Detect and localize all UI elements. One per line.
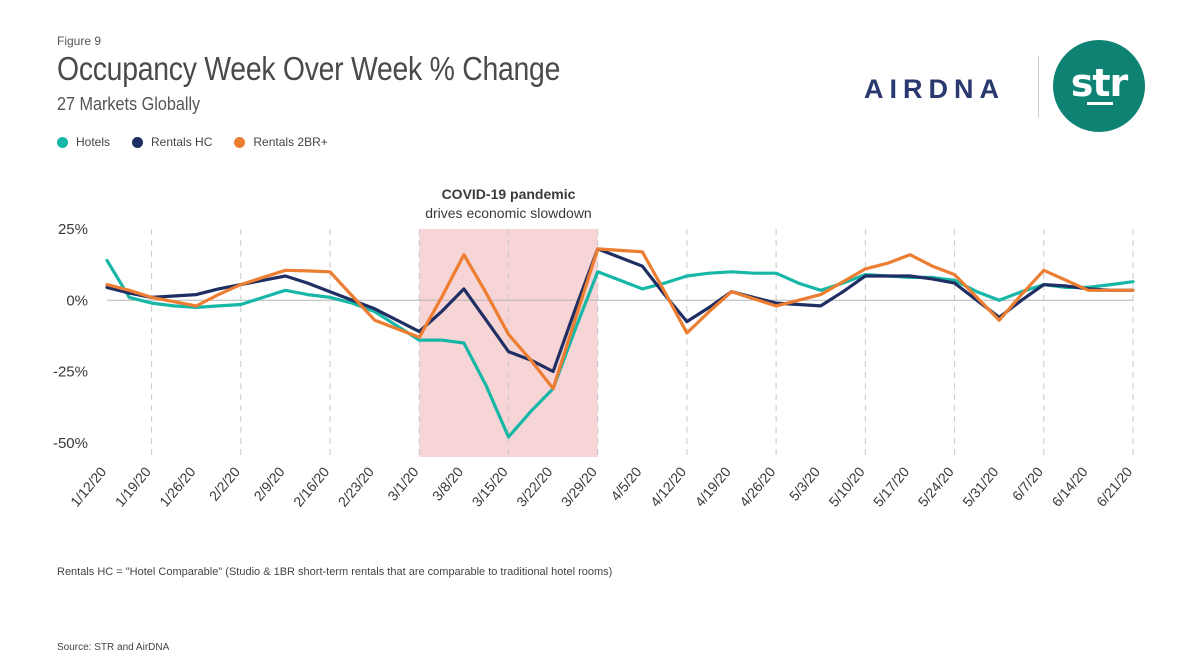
x-tick-label: 6/14/20 [1048, 463, 1090, 509]
x-tick-label: 5/10/20 [825, 463, 867, 509]
str-logo-underline [1087, 102, 1113, 105]
x-tick-label: 4/26/20 [736, 463, 778, 509]
footnote: Rentals HC = "Hotel Comparable" (Studio … [57, 566, 613, 578]
legend-label-rentals-2br: Rentals 2BR+ [253, 135, 328, 149]
airdna-logo: AIRDNA [864, 74, 1005, 104]
x-tick-label: 6/21/20 [1093, 463, 1135, 509]
legend-label-hotels: Hotels [76, 135, 111, 149]
x-tick-label: 2/16/20 [290, 463, 332, 509]
x-tick-label: 2/23/20 [335, 463, 377, 509]
x-tick-label: 3/29/20 [558, 463, 600, 509]
legend-marker-rentals-2br [234, 136, 246, 148]
x-tick-label: 3/22/20 [513, 463, 555, 509]
series-line-rentals-hc [105, 247, 1135, 374]
y-tick-label: -50% [53, 435, 88, 452]
x-tick-label: 5/17/20 [870, 463, 912, 509]
x-tick-label: 1/26/20 [156, 463, 198, 509]
shaded-region-label-title: COVID-19 pandemic [442, 186, 576, 202]
chart-title: Occupancy Week Over Week % Change [57, 50, 561, 87]
x-tick-label: 2/9/20 [250, 463, 287, 503]
x-tick-label: 2/2/20 [206, 463, 243, 503]
chart-subtitle: 27 Markets Globally [57, 94, 201, 114]
x-tick-label: 1/12/20 [67, 463, 109, 509]
legend-marker-rentals-hc [132, 136, 144, 148]
series-line-hotels [105, 258, 1135, 439]
x-tick-label: 5/24/20 [915, 463, 957, 509]
x-tick-label: 6/7/20 [1009, 463, 1046, 503]
legend-item-rentals-hc: Rentals HC [132, 135, 212, 149]
series-line-rentals-2br- [105, 247, 1135, 391]
x-tick-label: 4/19/20 [692, 463, 734, 509]
line-chart: COVID-19 pandemic drives economic slowdow… [53, 186, 1135, 510]
y-tick-label: 0% [66, 292, 88, 309]
series-layer [105, 247, 1135, 439]
figure-label: Figure 9 [57, 34, 102, 48]
y-tick-label: -25% [53, 364, 88, 381]
str-logo-text: str [1070, 61, 1129, 105]
x-tick-label: 5/31/20 [959, 463, 1001, 509]
y-tick-label: 25% [58, 221, 88, 238]
x-tick-label: 3/8/20 [429, 463, 466, 503]
x-tick-label: 4/5/20 [607, 463, 644, 503]
x-tick-label: 4/12/20 [647, 463, 689, 509]
legend-marker-hotels [57, 136, 68, 148]
logo-divider [1038, 56, 1039, 118]
legend: Hotels Rentals HC Rentals 2BR+ [57, 135, 328, 149]
x-tick-label: 3/1/20 [384, 463, 421, 503]
shaded-region-label-subtitle: drives economic slowdown [425, 205, 592, 221]
gridline-layer [107, 229, 1134, 457]
x-tick-label: 1/19/20 [112, 463, 154, 509]
legend-item-rentals-2br: Rentals 2BR+ [234, 135, 328, 149]
str-logo: str [1053, 40, 1145, 132]
legend-item-hotels: Hotels [57, 135, 110, 149]
x-tick-label: 3/15/20 [468, 463, 510, 509]
x-tick-label: 5/3/20 [786, 463, 823, 503]
source-note: Source: STR and AirDNA [57, 642, 170, 653]
legend-label-rentals-hc: Rentals HC [151, 135, 213, 149]
